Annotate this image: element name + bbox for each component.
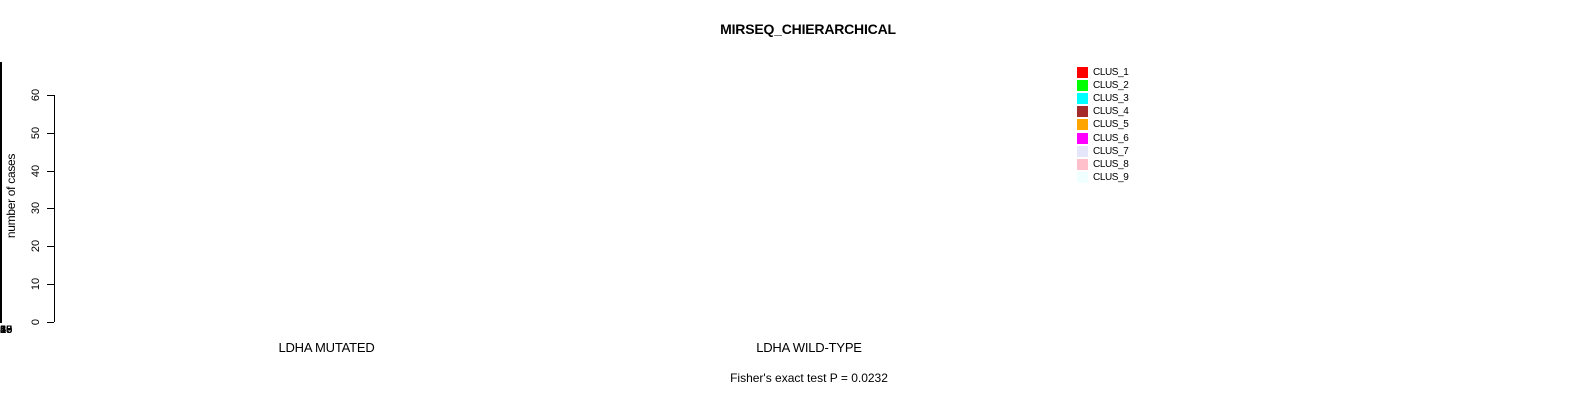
y-axis-tick-label: 20 — [30, 239, 42, 253]
y-axis-tick-label: 0 — [30, 318, 42, 326]
legend-item-label: CLUS_7 — [1093, 145, 1129, 157]
legend-color-swatch-CLUS_1 — [1077, 66, 1088, 78]
legend-color-swatch-CLUS_3 — [1077, 92, 1088, 104]
bar-value-label: 1 — [0, 324, 7, 336]
bar-value-label: 37 — [0, 324, 13, 336]
legend-item: CLUS_2 — [1077, 79, 1129, 91]
y-axis-tick-label: 30 — [30, 201, 42, 215]
x-axis-label-mutated: LDHA MUTATED — [278, 340, 375, 355]
y-axis-tick — [47, 246, 54, 247]
bar-value-label: 3 — [0, 324, 7, 336]
bar-value-label: 50 — [0, 324, 13, 336]
legend-item: CLUS_3 — [1077, 92, 1129, 104]
bar-value-label: 18 — [0, 324, 13, 336]
bar-value-label: 15 — [0, 324, 13, 336]
bar-value-label: 53 — [0, 324, 13, 336]
y-axis-tick — [47, 133, 54, 134]
legend-color-swatch-CLUS_2 — [1077, 79, 1088, 91]
legend-item: CLUS_4 — [1077, 105, 1129, 117]
legend-color-swatch-CLUS_4 — [1077, 105, 1088, 117]
legend-item: CLUS_8 — [1077, 158, 1129, 170]
legend-color-swatch-CLUS_7 — [1077, 145, 1088, 157]
y-axis-tick-label: 60 — [30, 88, 42, 102]
legend-color-swatch-CLUS_8 — [1077, 158, 1088, 170]
y-axis-tick-label: 50 — [30, 126, 42, 140]
y-axis-tick — [47, 171, 54, 172]
legend-item: CLUS_7 — [1077, 145, 1129, 157]
x-axis-label-wildtype: LDHA WILD-TYPE — [756, 340, 862, 355]
bar-value-label: 1 — [0, 324, 7, 336]
legend-item-label: CLUS_1 — [1093, 66, 1129, 78]
y-axis-line — [54, 95, 55, 322]
y-axis-tick-label: 40 — [30, 164, 42, 178]
legend-color-swatch-CLUS_6 — [1077, 132, 1088, 144]
legend-item: CLUS_1 — [1077, 66, 1129, 78]
bar-value-label: 45 — [0, 324, 13, 336]
y-axis-tick — [47, 95, 54, 96]
fisher-test-annotation: Fisher's exact test P = 0.0232 — [730, 371, 888, 385]
legend-item-label: CLUS_9 — [1093, 171, 1129, 183]
bar-value-label: 1 — [0, 324, 7, 336]
bar-value-label: 38 — [0, 324, 13, 336]
y-axis-tick-label: 10 — [30, 277, 42, 291]
legend-item-label: CLUS_3 — [1093, 92, 1129, 104]
chart-title: MIRSEQ_CHIERARCHICAL — [720, 21, 896, 37]
legend-color-swatch-CLUS_5 — [1077, 118, 1088, 130]
legend-item-label: CLUS_6 — [1093, 132, 1129, 144]
y-axis-tick — [47, 208, 54, 209]
y-axis-tick — [47, 284, 54, 285]
bar-value-label: 1 — [0, 324, 7, 336]
bar-value-label: 20 — [0, 324, 13, 336]
legend-item-label: CLUS_2 — [1093, 79, 1129, 91]
legend-item: CLUS_6 — [1077, 132, 1129, 144]
legend-item: CLUS_9 — [1077, 171, 1129, 183]
bar-value-label: 2 — [0, 324, 7, 336]
legend-item-label: CLUS_4 — [1093, 105, 1129, 117]
legend-item-label: CLUS_5 — [1093, 118, 1129, 130]
y-axis-label: number of cases — [4, 153, 18, 239]
legend-item-label: CLUS_8 — [1093, 158, 1129, 170]
legend-color-swatch-CLUS_9 — [1077, 171, 1088, 183]
bar-CLUS_9 — [0, 134, 2, 323]
y-axis-tick — [47, 322, 54, 323]
bar-value-label: 69 — [0, 324, 13, 336]
legend-item: CLUS_5 — [1077, 118, 1129, 130]
